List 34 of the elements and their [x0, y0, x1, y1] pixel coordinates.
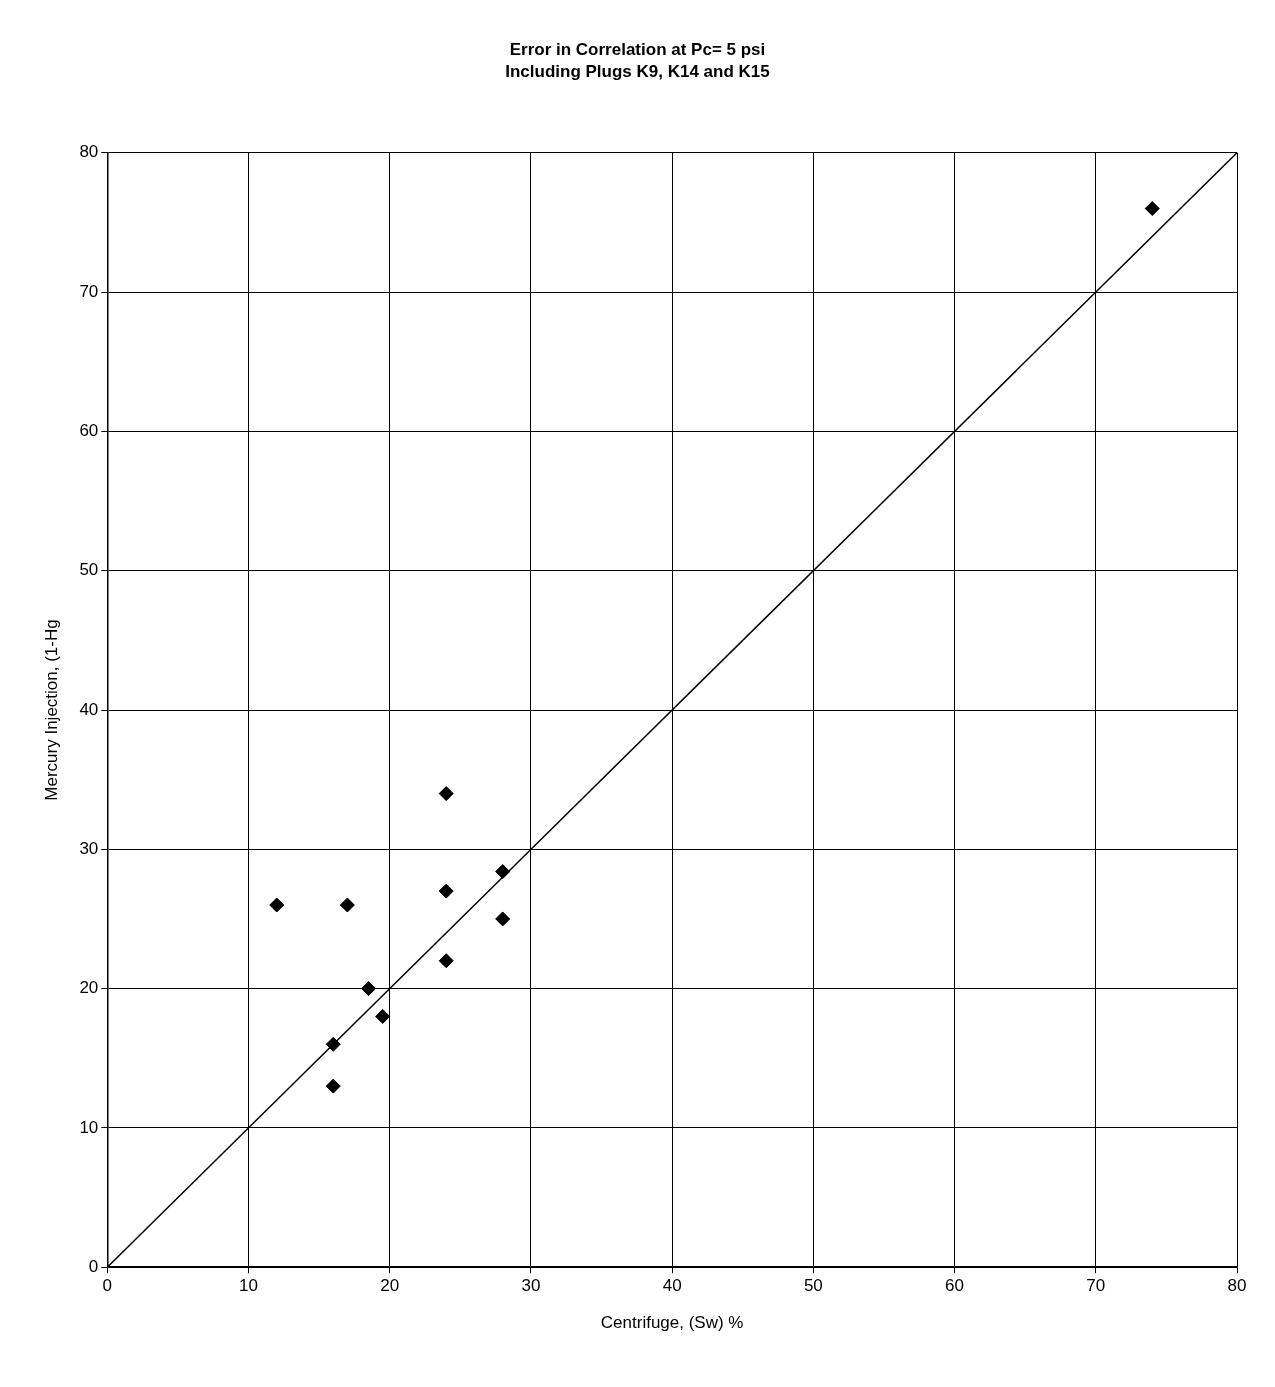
x-tick-label: 30 — [521, 1276, 541, 1296]
point — [361, 981, 377, 997]
x-tick-label: 10 — [239, 1276, 258, 1296]
point — [339, 897, 355, 913]
y-tick-label: 60 — [79, 421, 99, 441]
y-axis-title: Mercury Injection, (1-Hg — [41, 619, 61, 801]
point — [495, 911, 511, 927]
point — [438, 786, 454, 802]
y-tick-label: 40 — [79, 699, 99, 719]
y-tick-label: 20 — [79, 978, 99, 998]
x-tick-label: 70 — [1086, 1276, 1106, 1296]
y-tick-label: 70 — [79, 281, 99, 301]
point — [269, 897, 285, 913]
y-tick-label: 50 — [79, 560, 99, 580]
point — [438, 883, 454, 899]
chart-subtitle: Including Plugs K9, K14 and K15 — [505, 62, 770, 82]
y-tick-label: 30 — [79, 838, 99, 858]
y-tick-label: 10 — [79, 1117, 99, 1137]
y-tick-label: 0 — [88, 1256, 99, 1276]
x-tick-label: 60 — [945, 1276, 965, 1296]
x-tick-label: 40 — [662, 1276, 682, 1296]
point — [495, 864, 511, 880]
y-tick-label: 80 — [79, 142, 99, 162]
chart-title: Error in Correlation at Pc= 5 psi — [509, 39, 766, 59]
point — [325, 1036, 341, 1052]
point — [325, 1078, 341, 1094]
x-tick-label: 0 — [102, 1276, 113, 1296]
point — [1144, 201, 1160, 217]
x-axis-title: Centrifuge, (Sw) % — [600, 1313, 744, 1333]
point — [375, 1008, 391, 1024]
x-tick-label: 20 — [380, 1276, 400, 1296]
x-tick-label: 50 — [803, 1276, 823, 1296]
point — [438, 953, 454, 969]
x-tick-label: 80 — [1227, 1276, 1247, 1296]
